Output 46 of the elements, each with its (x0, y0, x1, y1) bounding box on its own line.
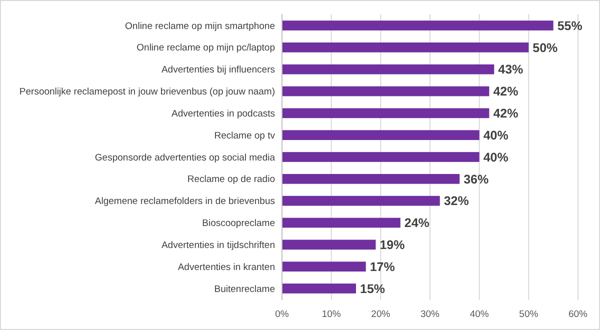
bar (282, 130, 480, 140)
y-tick-label: Reclame op de radio (187, 174, 275, 186)
data-label: 55% (557, 18, 582, 33)
x-tick-label: 30% (420, 309, 440, 320)
bar (282, 196, 440, 206)
data-label: 15% (360, 282, 386, 296)
y-tick-label: Reclame op tv (214, 130, 276, 142)
bar (282, 218, 400, 228)
y-tick-label: Algemene reclamefolders in de brievenbus (94, 196, 276, 208)
y-tick-label: Advertenties bij influencers (161, 64, 276, 76)
x-tick-label: 60% (568, 309, 588, 320)
x-tick-label: 50% (519, 309, 539, 320)
y-tick-label: Persoonlijke reclamepost in jouw brievenbus (op jouw naam) (19, 86, 275, 98)
x-tick-label: 10% (322, 309, 342, 320)
bar (282, 108, 490, 118)
data-label: 36% (464, 172, 489, 186)
x-tick-label: 0% (275, 309, 290, 320)
y-tick-label: Bioscoopreclame (202, 218, 275, 230)
data-label: 19% (380, 238, 405, 252)
data-label: 42% (493, 84, 518, 99)
bar (282, 174, 460, 184)
data-label: 17% (370, 260, 395, 274)
bar (282, 42, 529, 52)
bar (282, 64, 494, 74)
y-tick-label: Gesponsorde advertenties op social media (94, 152, 276, 164)
bar (282, 262, 366, 272)
data-label: 32% (444, 194, 469, 208)
data-label: 50% (532, 40, 558, 55)
data-label: 43% (498, 62, 524, 77)
y-tick-label: Advertenties in tijdschriften (161, 240, 275, 251)
data-label: 24% (404, 216, 430, 230)
data-label: 42% (493, 106, 518, 121)
bar (282, 152, 480, 162)
x-tick-label: 20% (371, 309, 391, 320)
y-tick-label: Online reclame op mijn pc/laptop (136, 42, 275, 54)
bar (282, 240, 376, 250)
bar (282, 86, 490, 96)
y-tick-label: Advertenties in kranten (178, 262, 275, 273)
data-label: 40% (483, 128, 508, 142)
bar (282, 20, 554, 30)
y-tick-label: Advertenties in podcasts (171, 108, 276, 120)
data-label: 40% (483, 150, 508, 164)
y-tick-label: Online reclame op mijn smartphone (125, 20, 275, 32)
bar (282, 284, 356, 294)
x-tick-label: 40% (470, 309, 490, 320)
y-tick-label: Buitenreclame (214, 284, 275, 295)
